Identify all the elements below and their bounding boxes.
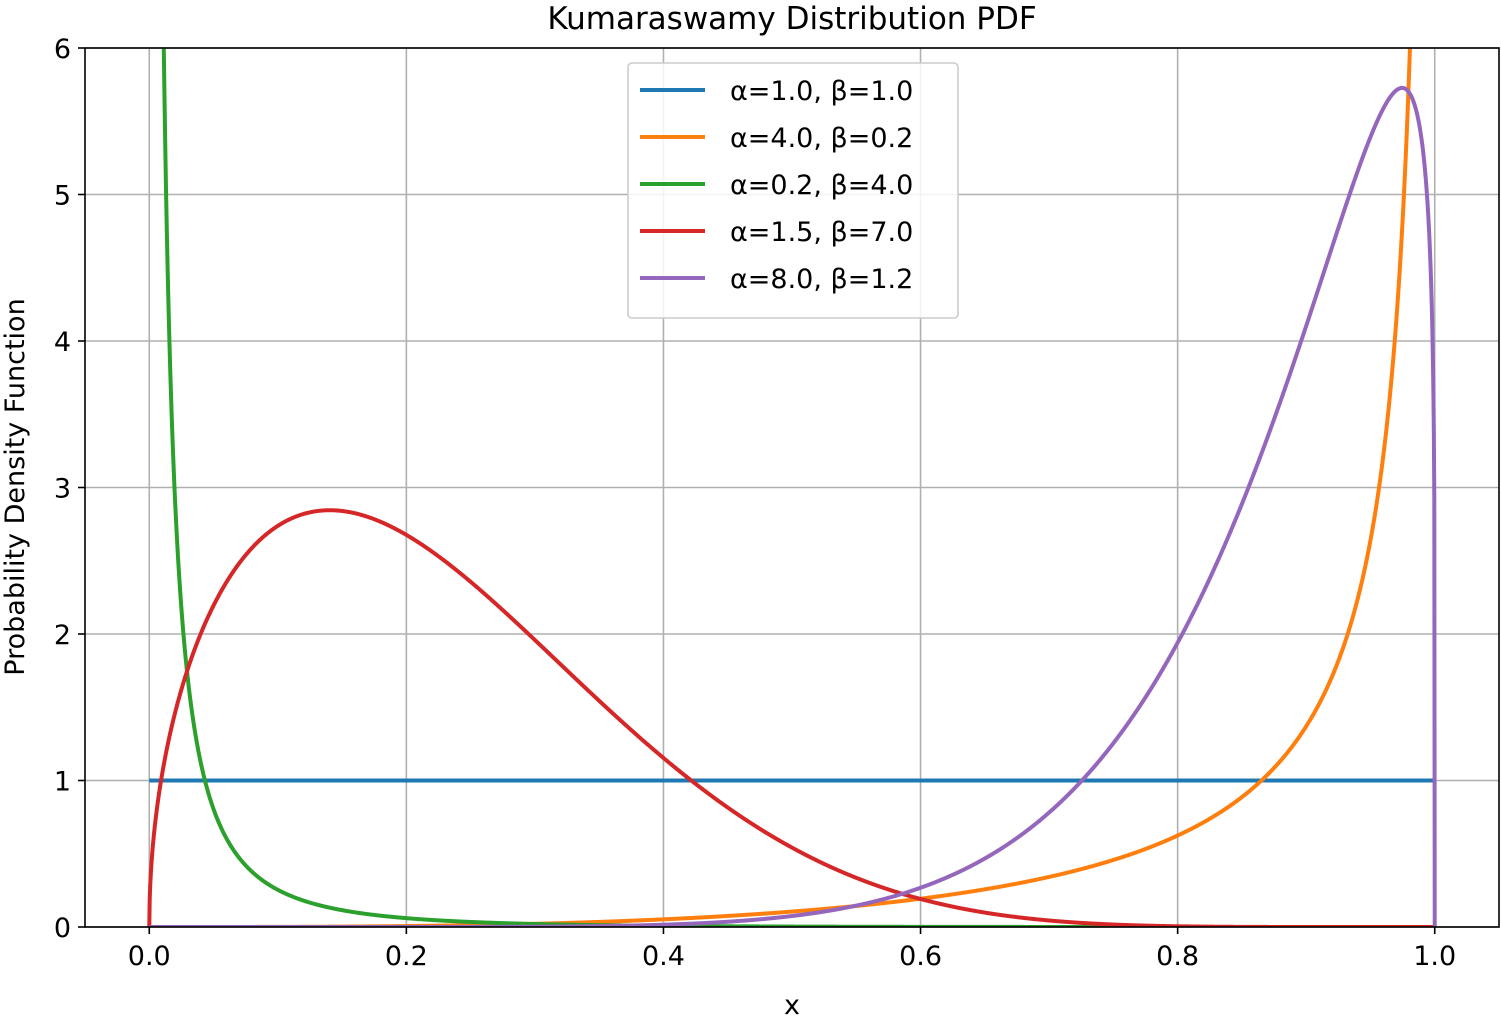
y-axis-label: Probability Density Function xyxy=(0,298,31,675)
legend-box xyxy=(627,62,959,319)
y-tick-label: 5 xyxy=(54,181,71,212)
axis-ticks: 0.0 0.2 0.4 0.6 0.8 1.0 0 1 2 3 4 5 6 xyxy=(54,34,1456,972)
legend-label-4: α=8.0, β=1.2 xyxy=(730,264,913,295)
y-tick-label: 2 xyxy=(54,620,71,651)
y-tick-label: 6 xyxy=(54,34,71,65)
y-tick-label: 1 xyxy=(54,767,71,798)
legend-label-1: α=4.0, β=0.2 xyxy=(730,123,913,154)
plot-frame xyxy=(84,47,1500,928)
x-tick-label: 0.0 xyxy=(128,941,171,972)
legend: α=1.0, β=1.0 α=4.0, β=0.2 α=0.2, β=4.0 α=1.… xyxy=(627,62,959,319)
legend-label-3: α=1.5, β=7.0 xyxy=(730,217,913,248)
x-axis-label: x xyxy=(784,990,800,1016)
legend-label-2: α=0.2, β=4.0 xyxy=(730,170,913,201)
x-tick-label: 0.2 xyxy=(385,941,428,972)
x-tick-label: 0.8 xyxy=(1156,941,1199,972)
x-tick-label: 1.0 xyxy=(1413,941,1456,972)
x-tick-label: 0.4 xyxy=(642,941,685,972)
legend-label-0: α=1.0, β=1.0 xyxy=(730,76,913,107)
y-tick-label: 4 xyxy=(54,327,71,358)
chart-title: Kumaraswamy Distribution PDF xyxy=(547,1,1036,37)
x-tick-label: 0.6 xyxy=(899,941,942,972)
y-tick-label: 3 xyxy=(54,474,71,505)
y-tick-label: 0 xyxy=(54,913,71,944)
